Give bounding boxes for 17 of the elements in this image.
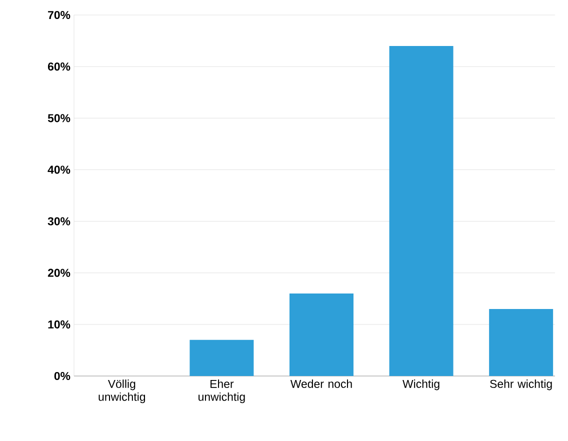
- y-tick-label: 60%: [48, 62, 70, 71]
- y-tick-label: 50%: [48, 114, 70, 122]
- bar: [389, 46, 454, 376]
- y-tick-label: 10%: [48, 320, 70, 328]
- x-tick-label: Sehr wichtig: [490, 380, 552, 390]
- bar: [489, 308, 554, 376]
- bar: [190, 340, 254, 376]
- x-tick-label: Völlig unwichtig: [98, 380, 146, 404]
- x-tick-label: Eher unwichtig: [198, 380, 245, 404]
- y-tick-label: 40%: [48, 166, 70, 174]
- bar: [289, 293, 354, 376]
- x-tick-label: Weder noch: [290, 380, 352, 388]
- y-tick-label: 0%: [54, 372, 70, 380]
- y-tick-label: 70%: [48, 10, 70, 20]
- y-tick-label: 20%: [48, 268, 70, 277]
- y-tick-label: 30%: [48, 217, 70, 226]
- x-tick-label: Wichtig: [402, 380, 440, 390]
